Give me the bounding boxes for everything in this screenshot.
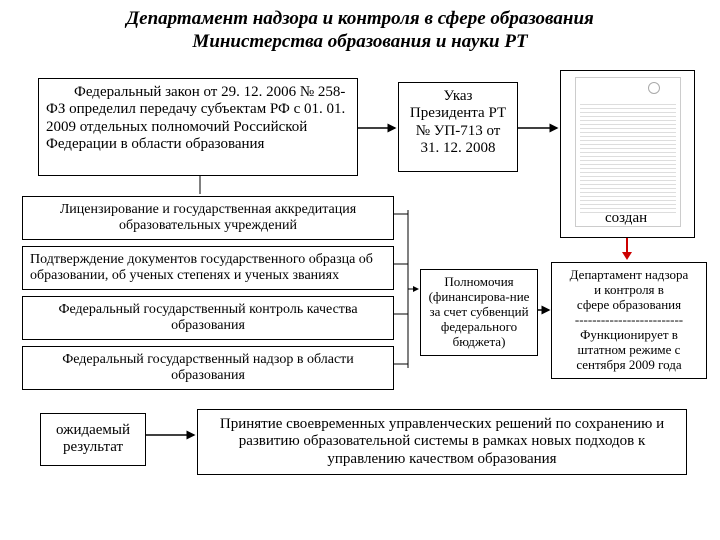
expected-l1: ожидаемый — [45, 422, 141, 439]
document-icon — [575, 77, 681, 227]
supervision-box: Федеральный государственный надзор в обл… — [22, 346, 394, 390]
department-box: Департамент надзора и контроля в сфере о… — [551, 262, 707, 379]
federal-law-box: Федеральный закон от 29. 12. 2006 № 258-… — [38, 78, 358, 176]
dept-l5: штатном режиме с — [559, 343, 699, 358]
dept-l3: сфере образования — [559, 298, 699, 313]
title-line2: Министерства образования и науки РТ — [192, 31, 527, 52]
quality-control-text: Федеральный государственный контроль кач… — [58, 302, 357, 333]
created-label: создан — [605, 210, 647, 227]
decree-l3: № УП-713 от — [406, 123, 510, 140]
dept-l4: Функционирует в — [559, 328, 699, 343]
dept-divider: ------------------------- — [559, 313, 699, 328]
confirmation-text: Подтверждение документов государственног… — [30, 252, 373, 283]
confirmation-box: Подтверждение документов государственног… — [22, 246, 394, 290]
quality-control-box: Федеральный государственный контроль кач… — [22, 296, 394, 340]
dept-l2: и контроля в — [559, 283, 699, 298]
slide-title: Департамент надзора и контроля в сфере о… — [0, 0, 720, 64]
licensing-text: Лицензирование и государственная аккреди… — [60, 202, 356, 233]
outcome-box: Принятие своевременных управленческих ре… — [197, 409, 687, 475]
dept-l6: сентября 2009 года — [559, 358, 699, 373]
decree-box: Указ Президента РТ № УП-713 от 31. 12. 2… — [398, 82, 518, 172]
decree-l1: Указ — [406, 88, 510, 105]
federal-law-text: Федеральный закон от 29. 12. 2006 № 258-… — [46, 84, 350, 153]
expected-l2: результат — [45, 439, 141, 456]
expected-result-box: ожидаемый результат — [40, 413, 146, 466]
dept-l1: Департамент надзора — [559, 268, 699, 283]
powers-text: Полномочия (финансирова-ние за счет субв… — [429, 274, 530, 349]
title-line1: Департамент надзора и контроля в сфере о… — [126, 8, 594, 29]
decree-l2: Президента РТ — [406, 105, 510, 122]
powers-box: Полномочия (финансирова-ние за счет субв… — [420, 269, 538, 356]
arrow-down-icon — [622, 238, 632, 260]
supervision-text: Федеральный государственный надзор в обл… — [62, 352, 354, 383]
decree-l4: 31. 12. 2008 — [406, 140, 510, 157]
licensing-box: Лицензирование и государственная аккреди… — [22, 196, 394, 240]
outcome-text: Принятие своевременных управленческих ре… — [220, 416, 664, 467]
